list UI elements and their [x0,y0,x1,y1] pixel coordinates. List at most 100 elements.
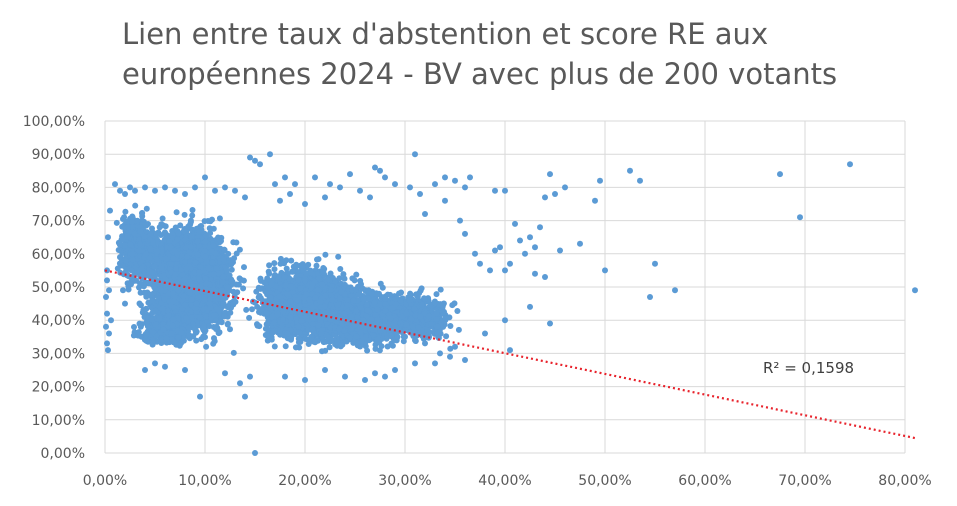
data-point [173,265,180,272]
x-axis-ticks: 0,00% 10,00% 20,00% 30,00% 40,00% 50,00% 60,00… [83,473,932,489]
y-tick-label: 100,00% [23,114,85,130]
x-tick-label: 20,00% [278,473,331,489]
y-tick-label: 90,00% [32,147,85,163]
data-point [217,318,224,325]
data-point [196,269,203,276]
data-point [243,306,250,313]
data-point [287,336,294,343]
data-point [230,349,237,356]
data-point [210,225,217,232]
data-point [220,273,227,280]
y-tick-label: 20,00% [32,380,85,396]
data-point [187,217,194,224]
x-tick-label: 0,00% [83,473,127,489]
data-point [188,233,195,240]
data-point [224,304,231,311]
data-point [175,287,182,294]
data-point [246,314,253,321]
data-point [183,265,190,272]
data-point [209,216,215,223]
data-point [221,313,228,320]
data-point [186,289,193,296]
data-points [103,151,918,456]
data-point [193,300,200,307]
data-point [210,340,217,347]
y-tick-label: 60,00% [32,247,85,263]
data-point [189,212,196,219]
data-point [173,209,180,216]
data-point [168,261,175,267]
y-tick-label: 40,00% [32,313,85,329]
data-point [140,307,147,314]
data-point [194,238,201,245]
x-tick-label: 70,00% [778,473,831,489]
data-point [206,300,213,307]
data-point [159,215,166,222]
y-tick-label: 30,00% [32,346,85,362]
data-point [201,248,208,254]
data-point [192,259,199,266]
data-point [335,253,342,260]
data-point [210,271,217,278]
data-point [174,236,181,243]
data-point [236,246,243,253]
data-point [159,306,166,313]
data-point [203,233,210,240]
data-point [162,255,169,262]
data-point [166,238,173,244]
data-point [187,243,194,250]
x-tick-label: 10,00% [178,473,231,489]
data-point [178,267,185,273]
data-point [181,228,188,235]
data-point [216,215,223,222]
data-point [336,275,343,282]
data-point [227,326,233,333]
data-point [240,285,247,292]
chart-title: Lien entre taux d'abstention et score RE… [122,14,922,94]
data-point [200,323,207,330]
y-axis-ticks: 0,00%10,00%20,00%30,00%40,00%50,00%60,00… [23,114,85,462]
y-tick-label: 0,00% [41,446,85,462]
data-point [282,343,289,350]
data-point [184,253,191,260]
data-point [210,312,217,319]
data-point [224,321,231,328]
data-point [189,207,196,213]
x-tick-label: 30,00% [378,473,431,489]
data-point [211,335,217,342]
data-point [196,276,203,283]
data-point [271,260,278,267]
x-tick-label: 50,00% [578,473,631,489]
data-point [212,250,219,257]
data-point [205,265,212,272]
data-point [180,293,187,300]
x-tick-label: 80,00% [878,473,931,489]
data-point [233,281,240,288]
data-point [158,221,165,228]
y-tick-label: 80,00% [32,180,85,196]
chart-title-line-1: Lien entre taux d'abstention et score RE… [122,17,769,51]
y-tick-label: 50,00% [32,280,85,296]
data-point [227,309,234,316]
data-point [232,298,239,305]
data-point [210,242,217,249]
data-point [196,228,203,235]
data-point [221,246,228,253]
y-tick-label: 70,00% [32,214,85,230]
data-point [219,279,226,286]
data-point [322,251,329,258]
data-point [151,284,158,291]
data-point [228,266,235,273]
data-point [194,251,201,258]
data-point [206,323,213,330]
data-point [202,275,209,282]
data-point [240,277,247,284]
data-point [230,239,237,246]
data-point [175,230,182,237]
data-point [177,222,184,229]
data-point [224,284,231,291]
x-tick-label: 60,00% [678,473,731,489]
data-point [158,265,165,272]
